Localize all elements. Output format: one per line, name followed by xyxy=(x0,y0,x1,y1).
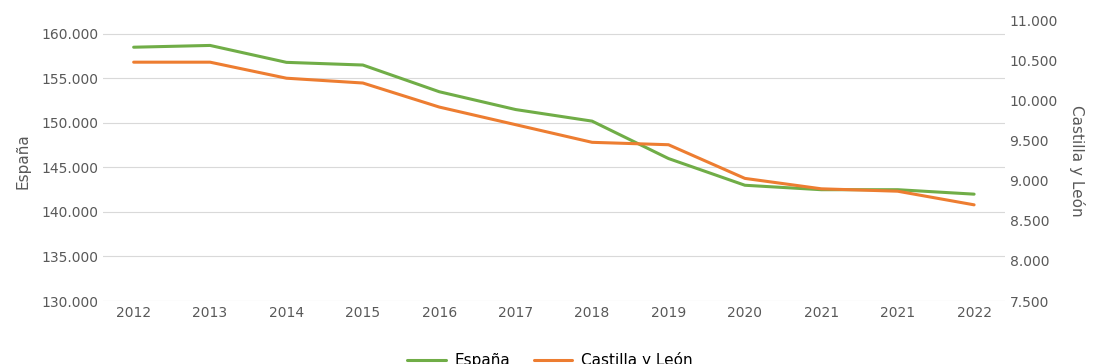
Y-axis label: España: España xyxy=(15,133,30,189)
Y-axis label: Castilla y León: Castilla y León xyxy=(1069,105,1085,217)
Legend: España, Castilla y León: España, Castilla y León xyxy=(402,346,698,364)
